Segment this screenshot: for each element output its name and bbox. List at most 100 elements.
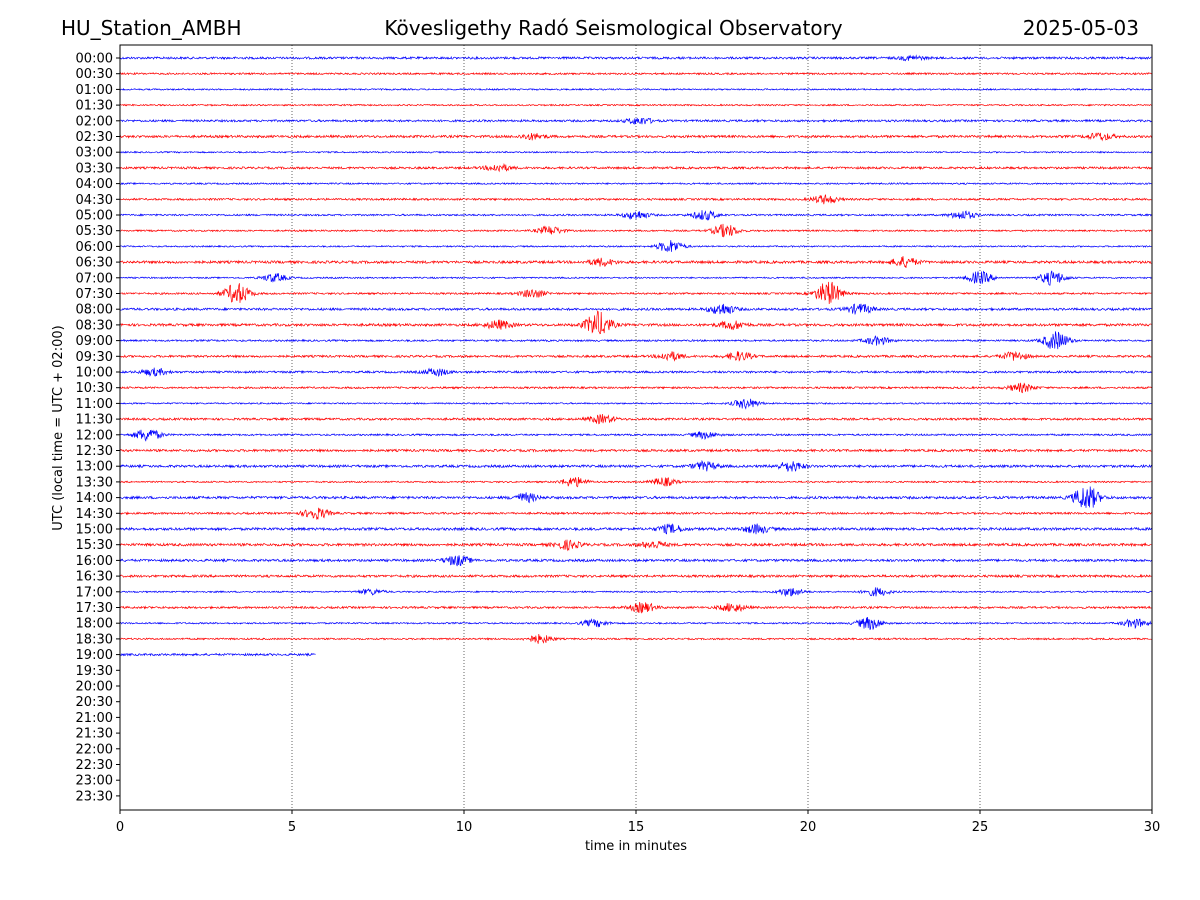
trace-1000 (119, 367, 1152, 378)
observatory-title: Kövesligethy Radó Seismological Observat… (384, 16, 843, 40)
x-tick-label: 5 (288, 820, 296, 835)
y-tick-label: 10:30 (76, 381, 113, 396)
x-tick-label: 30 (1144, 820, 1161, 835)
y-tick-label: 15:30 (76, 538, 113, 553)
trace-0700 (119, 270, 1152, 286)
trace-1230 (119, 448, 1152, 453)
y-tick-label: 13:00 (76, 460, 113, 475)
trace-1630 (119, 573, 1152, 579)
y-tick-label: 08:30 (76, 318, 113, 333)
trace-0000 (119, 54, 1152, 62)
y-tick-label: 05:00 (76, 209, 113, 224)
y-tick-label: 20:30 (76, 695, 113, 710)
x-tick-label: 0 (116, 820, 124, 835)
y-tick-label: 18:00 (76, 617, 113, 632)
trace-1430 (119, 507, 1152, 521)
trace-0430 (119, 193, 1152, 205)
y-tick-label: 09:00 (76, 334, 113, 349)
y-axis-ticks: 00:0000:3001:0001:3002:0002:3003:0003:30… (76, 52, 120, 804)
y-tick-label: 21:00 (76, 711, 113, 726)
trace-1600 (119, 555, 1152, 567)
trace-0830 (119, 310, 1152, 335)
trace-1500 (119, 523, 1152, 535)
y-tick-label: 13:30 (76, 475, 113, 490)
y-tick-label: 14:30 (76, 507, 113, 522)
y-tick-label: 12:30 (76, 444, 113, 459)
y-tick-label: 02:30 (76, 130, 113, 145)
y-tick-label: 19:00 (76, 648, 113, 663)
y-tick-label: 02:00 (76, 114, 113, 129)
seismogram-traces (119, 54, 1152, 657)
y-tick-label: 21:30 (76, 727, 113, 742)
y-tick-label: 01:30 (76, 99, 113, 114)
trace-1830 (119, 633, 1152, 644)
trace-0330 (119, 162, 1152, 173)
trace-1700 (119, 587, 1152, 598)
trace-0300 (119, 150, 1152, 154)
trace-1300 (119, 459, 1152, 472)
y-tick-label: 08:00 (76, 303, 113, 318)
trace-1130 (119, 414, 1152, 425)
y-tick-label: 11:00 (76, 397, 113, 412)
y-tick-label: 06:00 (76, 240, 113, 255)
trace-0900 (119, 331, 1152, 350)
station-name: HU_Station_AMBH (61, 16, 242, 40)
trace-1330 (119, 476, 1152, 488)
y-tick-label: 06:30 (76, 256, 113, 271)
y-tick-label: 22:00 (76, 742, 113, 757)
y-tick-label: 11:30 (76, 413, 113, 428)
y-tick-label: 16:00 (76, 554, 113, 569)
trace-1200 (119, 429, 1152, 442)
y-tick-label: 16:30 (76, 570, 113, 585)
y-tick-label: 17:00 (76, 585, 113, 600)
trace-0800 (119, 303, 1152, 315)
y-tick-label: 18:30 (76, 632, 113, 647)
trace-0530 (119, 223, 1152, 238)
trace-1730 (119, 602, 1152, 614)
trace-0130 (119, 103, 1152, 107)
y-tick-label: 23:00 (76, 774, 113, 789)
y-tick-label: 07:30 (76, 287, 113, 302)
y-tick-label: 15:00 (76, 523, 113, 538)
trace-1900 (119, 652, 316, 657)
trace-0730 (119, 281, 1152, 305)
y-tick-label: 01:00 (76, 83, 113, 98)
x-tick-label: 25 (972, 820, 989, 835)
trace-0630 (119, 256, 1152, 269)
trace-0100 (119, 87, 1152, 91)
y-tick-label: 03:30 (76, 161, 113, 176)
y-tick-label: 00:00 (76, 52, 113, 67)
trace-0030 (119, 71, 1152, 76)
x-tick-label: 10 (456, 820, 473, 835)
x-tick-label: 15 (628, 820, 645, 835)
trace-0400 (119, 182, 1152, 186)
trace-1400 (119, 486, 1152, 508)
y-tick-label: 19:30 (76, 664, 113, 679)
y-tick-label: 22:30 (76, 758, 113, 773)
trace-1030 (119, 382, 1152, 394)
trace-1100 (119, 398, 1152, 410)
y-tick-label: 17:30 (76, 601, 113, 616)
trace-1530 (119, 539, 1152, 552)
x-axis-label: time in minutes (585, 839, 687, 854)
trace-0600 (119, 240, 1152, 253)
x-tick-label: 20 (800, 820, 817, 835)
y-tick-label: 20:00 (76, 680, 113, 695)
x-axis-ticks: 0 5 10 15 20 25 30 (116, 810, 1160, 835)
y-tick-label: 04:30 (76, 193, 113, 208)
y-tick-label: 05:30 (76, 224, 113, 239)
trace-0200 (119, 117, 1152, 125)
y-tick-label: 09:30 (76, 350, 113, 365)
y-tick-label: 00:30 (76, 67, 113, 82)
y-tick-label: 07:00 (76, 271, 113, 286)
y-tick-label: 03:00 (76, 146, 113, 161)
grid-lines (291, 45, 981, 810)
trace-0500 (119, 210, 1152, 221)
y-tick-label: 23:30 (76, 789, 113, 804)
trace-1800 (119, 616, 1152, 630)
y-tick-label: 14:00 (76, 491, 113, 506)
y-tick-label: 12:00 (76, 428, 113, 443)
trace-0930 (119, 350, 1152, 362)
y-axis-label: UTC (local time = UTC + 02:00) (51, 325, 66, 530)
